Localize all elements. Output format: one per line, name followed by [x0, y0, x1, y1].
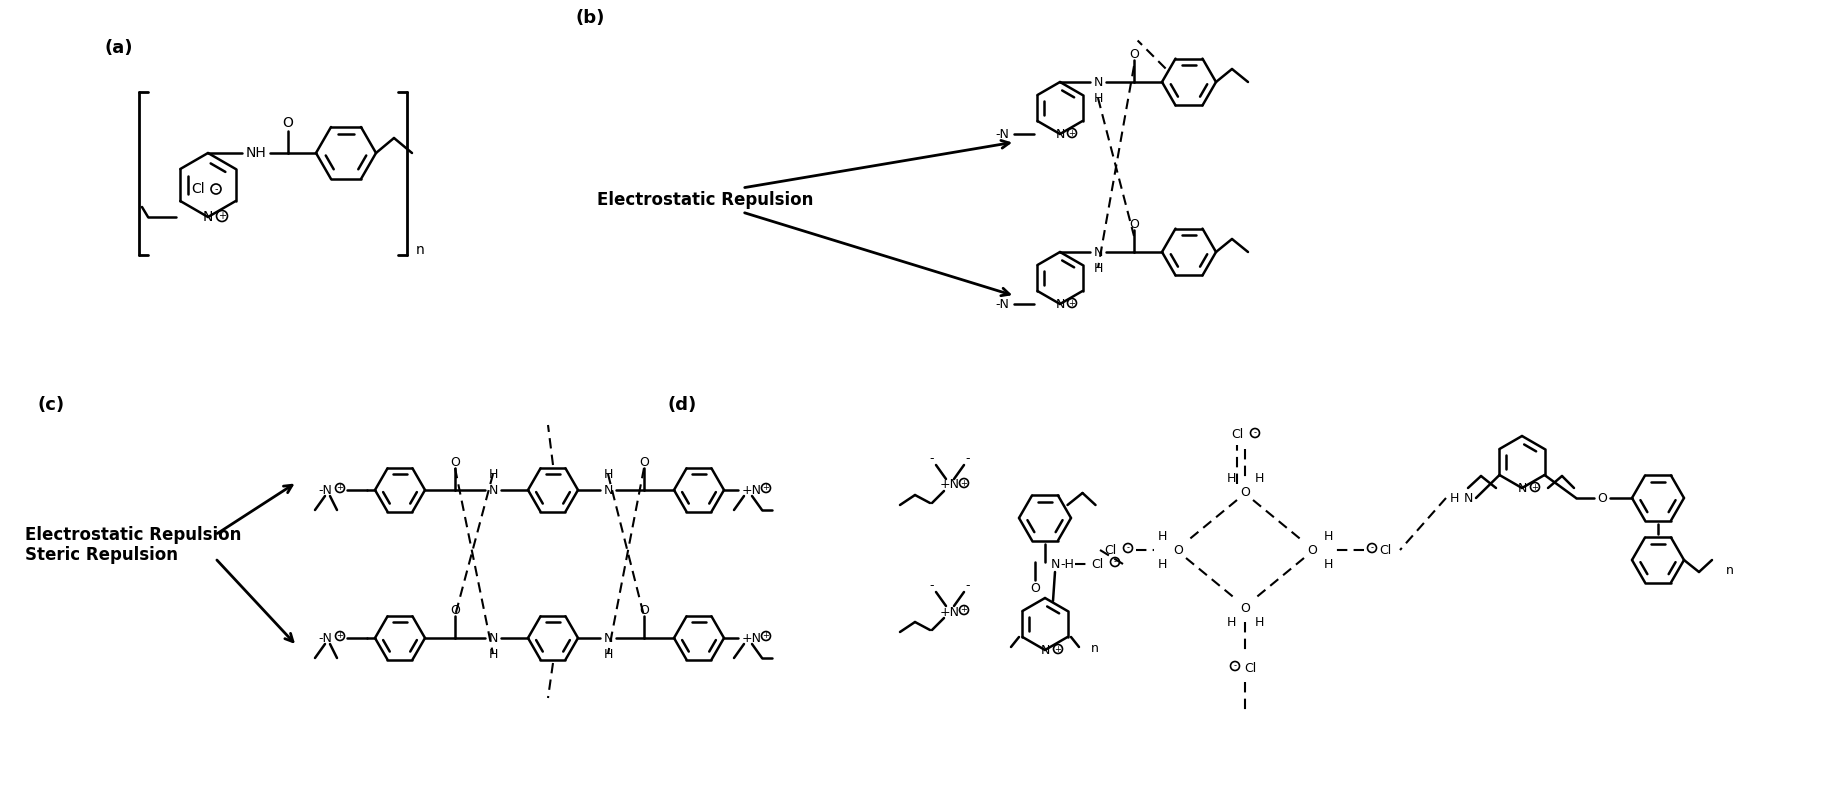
- Text: n: n: [415, 243, 425, 257]
- Text: N: N: [602, 484, 613, 496]
- Text: N: N: [1517, 481, 1526, 495]
- Text: -: -: [964, 579, 970, 593]
- Text: N: N: [1039, 644, 1049, 656]
- Text: Cl: Cl: [190, 182, 205, 196]
- Text: N: N: [489, 484, 498, 496]
- Text: +: +: [1069, 298, 1074, 308]
- Text: -: -: [964, 452, 970, 466]
- Text: -: -: [1369, 543, 1372, 553]
- Text: H: H: [1226, 615, 1235, 629]
- Text: -: -: [930, 452, 933, 466]
- Text: H: H: [1157, 557, 1166, 571]
- Text: +: +: [761, 484, 769, 492]
- Text: O: O: [1239, 485, 1250, 498]
- Text: H: H: [1157, 530, 1166, 542]
- Text: H: H: [1254, 615, 1263, 629]
- Text: H: H: [602, 468, 613, 480]
- Text: Cl: Cl: [1103, 543, 1116, 557]
- Text: -: -: [1233, 662, 1235, 670]
- Text: N: N: [489, 631, 498, 644]
- Text: +: +: [218, 211, 225, 221]
- Text: -: -: [1254, 429, 1255, 437]
- Text: Electrostatic Repulsion
Steric Repulsion: Electrostatic Repulsion Steric Repulsion: [26, 526, 242, 564]
- Text: H: H: [1093, 261, 1102, 275]
- Text: H: H: [489, 468, 498, 480]
- Text: -: -: [1125, 543, 1129, 553]
- Text: O: O: [1129, 48, 1138, 60]
- Text: O: O: [639, 455, 648, 469]
- Text: +: +: [1530, 483, 1537, 491]
- Text: Cl: Cl: [1243, 662, 1255, 674]
- Text: +N: +N: [741, 484, 761, 496]
- Text: -N: -N: [318, 484, 331, 496]
- Text: +: +: [1054, 644, 1061, 653]
- Text: H: H: [1254, 472, 1263, 484]
- Text: N: N: [203, 210, 212, 224]
- Text: N: N: [602, 631, 613, 644]
- Text: +: +: [961, 479, 966, 487]
- Text: O: O: [639, 604, 648, 616]
- Text: +: +: [961, 605, 966, 615]
- Text: O: O: [282, 116, 293, 130]
- Text: H: H: [1449, 491, 1459, 505]
- Text: NH: NH: [245, 146, 265, 160]
- Text: (a): (a): [104, 39, 134, 57]
- Text: -: -: [1113, 557, 1116, 567]
- Text: O: O: [450, 604, 459, 616]
- Text: O: O: [1239, 601, 1250, 615]
- Text: H: H: [1323, 530, 1332, 542]
- Text: O: O: [1173, 543, 1182, 557]
- Text: O: O: [1129, 217, 1138, 231]
- Text: H: H: [602, 648, 613, 660]
- Text: O: O: [1596, 491, 1607, 505]
- Text: +: +: [761, 631, 769, 641]
- Text: N: N: [1093, 75, 1102, 89]
- Text: +: +: [1069, 129, 1074, 137]
- Text: -N: -N: [994, 298, 1008, 311]
- Text: (b): (b): [576, 9, 606, 27]
- Text: +N: +N: [939, 605, 959, 619]
- Text: n: n: [1091, 642, 1098, 655]
- Text: -: -: [214, 184, 218, 194]
- Text: Cl: Cl: [1230, 429, 1243, 441]
- Text: +N: +N: [939, 479, 959, 491]
- Text: H: H: [1323, 557, 1332, 571]
- Text: -: -: [930, 579, 933, 593]
- Text: N: N: [1462, 491, 1471, 505]
- Text: O: O: [1307, 543, 1316, 557]
- Text: O: O: [450, 455, 459, 469]
- Text: H: H: [1226, 472, 1235, 484]
- Text: Cl: Cl: [1091, 557, 1102, 571]
- Text: +: +: [337, 631, 344, 641]
- Text: N: N: [1054, 127, 1063, 141]
- Text: Electrostatic Repulsion: Electrostatic Repulsion: [597, 191, 813, 209]
- Text: H: H: [1093, 92, 1102, 104]
- Text: (d): (d): [668, 396, 697, 414]
- Text: -N: -N: [994, 127, 1008, 141]
- Text: N: N: [1054, 298, 1063, 311]
- Text: N: N: [1093, 246, 1102, 258]
- Text: N: N: [1050, 557, 1060, 571]
- Text: n: n: [1726, 564, 1733, 576]
- Text: -N: -N: [318, 631, 331, 644]
- Text: +N: +N: [741, 631, 761, 644]
- Text: (c): (c): [38, 396, 66, 414]
- Text: O: O: [1030, 582, 1039, 594]
- Text: -H: -H: [1060, 557, 1074, 571]
- Text: +: +: [337, 484, 344, 492]
- Text: Cl: Cl: [1378, 543, 1391, 557]
- Text: H: H: [489, 648, 498, 660]
